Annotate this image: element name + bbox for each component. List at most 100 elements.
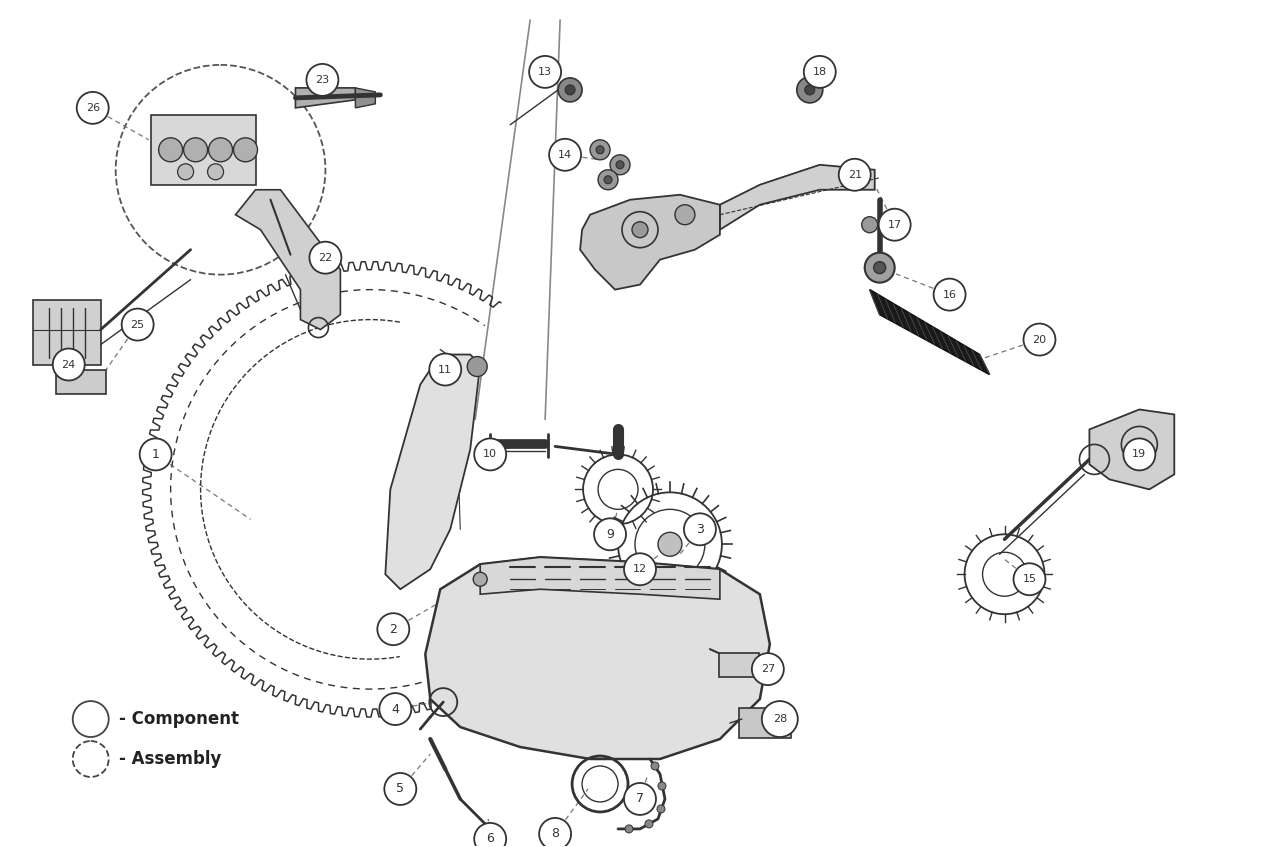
Circle shape: [804, 56, 836, 88]
Circle shape: [594, 518, 626, 551]
Circle shape: [429, 353, 461, 385]
Text: 26: 26: [86, 102, 100, 113]
Text: 18: 18: [813, 67, 827, 77]
FancyBboxPatch shape: [739, 708, 791, 738]
Circle shape: [590, 140, 611, 160]
Circle shape: [805, 85, 815, 95]
Polygon shape: [719, 165, 874, 230]
Circle shape: [657, 805, 666, 813]
Text: 11: 11: [438, 364, 452, 374]
Text: 1: 1: [152, 448, 160, 461]
Circle shape: [52, 349, 84, 380]
Circle shape: [384, 773, 416, 805]
Polygon shape: [33, 300, 101, 364]
Circle shape: [1124, 439, 1156, 470]
Circle shape: [474, 439, 506, 470]
Polygon shape: [1089, 409, 1174, 490]
Circle shape: [684, 513, 716, 545]
Circle shape: [865, 252, 895, 283]
Text: 10: 10: [483, 450, 497, 459]
Text: 19: 19: [1133, 450, 1147, 459]
Circle shape: [632, 222, 648, 238]
Circle shape: [658, 782, 666, 790]
Text: 4: 4: [392, 702, 399, 716]
Circle shape: [549, 139, 581, 171]
Polygon shape: [151, 115, 256, 185]
Circle shape: [625, 783, 655, 815]
Text: 7: 7: [636, 793, 644, 805]
Text: 9: 9: [607, 528, 614, 540]
Text: 24: 24: [61, 359, 76, 369]
Circle shape: [564, 85, 575, 95]
Circle shape: [306, 64, 338, 96]
Circle shape: [183, 138, 207, 162]
Text: - Component: - Component: [119, 710, 238, 728]
Circle shape: [625, 825, 634, 833]
Circle shape: [77, 91, 109, 124]
Text: 23: 23: [315, 75, 329, 85]
Circle shape: [658, 532, 682, 556]
Polygon shape: [296, 88, 356, 108]
Circle shape: [1024, 324, 1056, 356]
Circle shape: [529, 56, 561, 88]
Circle shape: [122, 308, 154, 340]
Text: 5: 5: [397, 783, 404, 795]
Text: 27: 27: [760, 664, 774, 674]
Circle shape: [616, 161, 625, 169]
Text: 2: 2: [389, 623, 397, 636]
Circle shape: [140, 439, 172, 470]
Circle shape: [625, 553, 655, 585]
Text: 17: 17: [887, 219, 901, 230]
Circle shape: [796, 77, 823, 102]
Polygon shape: [356, 88, 375, 108]
Circle shape: [861, 217, 878, 233]
Text: 13: 13: [538, 67, 552, 77]
Circle shape: [874, 262, 886, 274]
Circle shape: [310, 241, 342, 274]
Text: 3: 3: [696, 523, 704, 536]
Text: 12: 12: [632, 564, 648, 574]
Circle shape: [209, 138, 233, 162]
Circle shape: [652, 762, 659, 770]
Polygon shape: [869, 290, 989, 374]
Circle shape: [379, 693, 411, 725]
Circle shape: [604, 176, 612, 184]
Circle shape: [933, 279, 965, 311]
Text: 25: 25: [131, 319, 145, 329]
Circle shape: [207, 163, 224, 180]
Circle shape: [467, 357, 488, 377]
Circle shape: [1014, 563, 1046, 595]
Text: 6: 6: [486, 833, 494, 845]
Text: 21: 21: [847, 169, 861, 180]
Circle shape: [378, 613, 410, 645]
Circle shape: [178, 163, 193, 180]
Circle shape: [611, 155, 630, 174]
Circle shape: [159, 138, 183, 162]
Polygon shape: [425, 557, 769, 759]
Circle shape: [838, 158, 870, 191]
Polygon shape: [580, 195, 719, 290]
Text: 15: 15: [1023, 574, 1037, 584]
Polygon shape: [56, 369, 106, 395]
Circle shape: [474, 573, 488, 586]
Circle shape: [645, 820, 653, 828]
Text: 14: 14: [558, 150, 572, 160]
Text: 16: 16: [942, 290, 956, 300]
Polygon shape: [385, 355, 480, 590]
Circle shape: [558, 78, 582, 102]
Circle shape: [762, 701, 797, 737]
Polygon shape: [236, 190, 340, 329]
Text: 28: 28: [773, 714, 787, 724]
Circle shape: [675, 205, 695, 224]
Circle shape: [598, 169, 618, 190]
Text: 20: 20: [1033, 335, 1047, 345]
Circle shape: [474, 823, 506, 847]
Text: - Assembly: - Assembly: [119, 750, 221, 768]
Circle shape: [596, 146, 604, 154]
Text: 22: 22: [319, 252, 333, 263]
Circle shape: [539, 818, 571, 847]
Circle shape: [233, 138, 257, 162]
FancyBboxPatch shape: [719, 653, 759, 677]
Text: 8: 8: [552, 828, 559, 840]
Circle shape: [751, 653, 783, 685]
